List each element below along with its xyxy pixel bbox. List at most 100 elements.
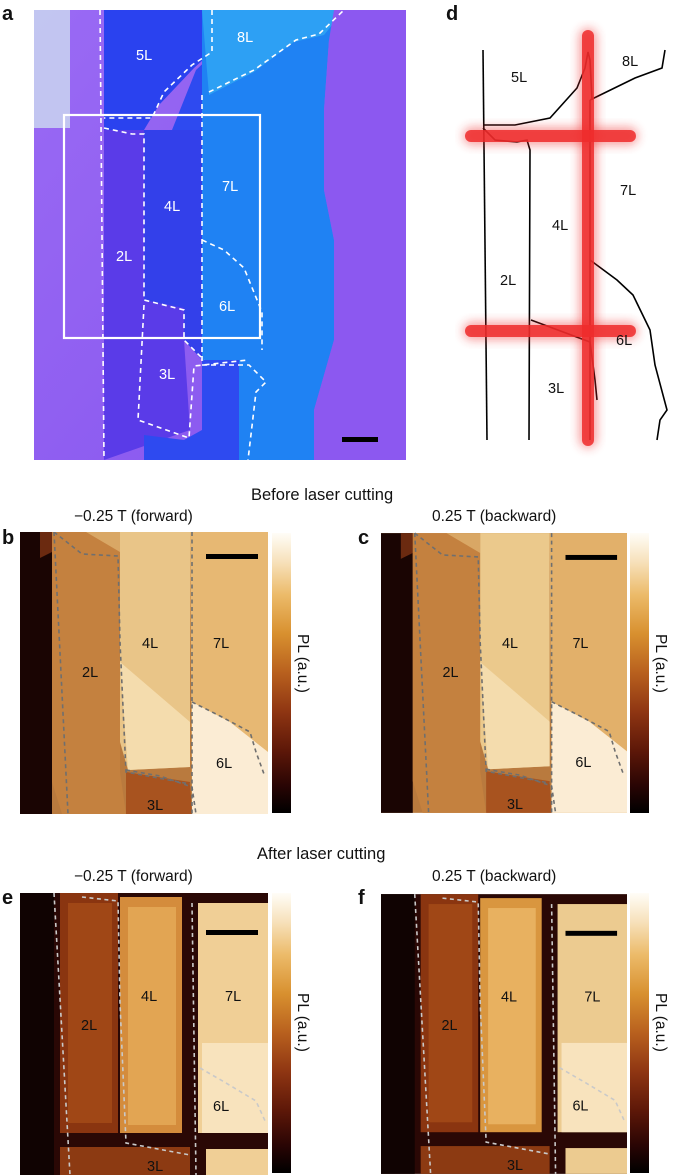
f-label-2l: 2L <box>442 1018 458 1034</box>
pl-dash-6l <box>551 701 624 774</box>
pl-dash-6l <box>559 1067 626 1123</box>
colorbar-f-label: PL (a.u.) <box>652 993 669 1052</box>
pl-dash-6l <box>199 1067 267 1124</box>
colorbar-c <box>630 533 649 813</box>
pl-dash-left <box>53 532 69 814</box>
light-flake-top-left <box>34 10 70 128</box>
pl-dash-6l <box>191 701 265 775</box>
pl-dash-left <box>413 894 432 1174</box>
label-5l: 5L <box>136 48 152 64</box>
schem-label-2l: 2L <box>500 273 516 289</box>
f-label-6l: 6L <box>572 1098 588 1114</box>
pl-dash-4l-7l <box>550 904 557 1174</box>
panel-label-e: e <box>2 887 14 909</box>
colorbar-b-label: PL (a.u.) <box>294 634 311 693</box>
label-2l: 2L <box>116 249 132 265</box>
e-label-3l: 3L <box>147 1159 163 1175</box>
region-2l <box>104 120 190 460</box>
laser-cut-vertical <box>582 30 594 446</box>
panel-label-a: a <box>2 3 14 25</box>
panel-f-title: 0.25 T (backward) <box>432 868 557 885</box>
pl-region-2l <box>412 533 487 813</box>
outline-left <box>482 49 488 441</box>
pl-map-after-backward: 4L 7L 2L 6L 3L <box>381 894 627 1174</box>
colorbar-b <box>272 533 291 813</box>
colorbar-c-label: PL (a.u.) <box>652 634 669 693</box>
e-label-6l: 6L <box>213 1099 229 1115</box>
colorbar-e-label: PL (a.u.) <box>294 993 311 1052</box>
c-label-6l: 6L <box>575 755 591 771</box>
schem-label-5l: 5L <box>511 70 527 86</box>
panel-e-title: −0.25 T (forward) <box>74 868 193 885</box>
pl-dash-2l-4l <box>414 532 550 784</box>
pl-region-2l-core <box>428 904 473 1123</box>
pl-edge-spot <box>40 532 52 558</box>
pl-region-5l <box>86 532 120 552</box>
pl-map-before-forward: 4L 7L 2L 6L 3L <box>20 532 268 814</box>
pl-region-2l-core <box>68 903 112 1123</box>
b-label-4l: 4L <box>142 636 158 652</box>
scale-bar-b <box>206 554 258 559</box>
panel-c-title: 0.25 T (backward) <box>432 508 557 525</box>
pl-edge-spot <box>400 533 413 559</box>
pl-region-4l-lower <box>120 662 190 770</box>
e-label-4l: 4L <box>141 989 157 1005</box>
panel-label-f: f <box>358 887 365 909</box>
optical-micrograph: 5L 8L 7L 4L 2L 6L 3L <box>34 10 406 460</box>
pl-region-6l <box>192 702 268 814</box>
label-7l: 7L <box>222 179 238 195</box>
region-5l <box>96 10 212 130</box>
outline-6l <box>589 259 668 441</box>
section-after-heading: After laser cutting <box>257 845 386 863</box>
panel-label-c: c <box>358 527 370 549</box>
outline-8l <box>589 49 666 101</box>
f-label-4l: 4L <box>501 989 517 1005</box>
f-label-7l: 7L <box>584 989 600 1005</box>
pl-region-6l <box>551 701 627 813</box>
label-6l: 6L <box>219 299 235 315</box>
boundary-left <box>99 10 105 460</box>
b-label-7l: 7L <box>213 636 229 652</box>
pl-region-4l-core <box>488 908 536 1125</box>
outline-5l <box>483 51 593 126</box>
pl-region-3l <box>486 771 552 813</box>
panel-b-title: −0.25 T (forward) <box>74 508 193 525</box>
pl-region-6l-bottom <box>206 1149 268 1175</box>
pl-dash-3l <box>125 769 197 814</box>
laser-cut-top <box>465 130 636 142</box>
colorbar-f <box>630 893 649 1173</box>
pl-region-3l <box>126 772 192 814</box>
label-4l: 4L <box>164 199 180 215</box>
roi-box <box>62 113 262 340</box>
scale-bar-a <box>342 437 378 442</box>
pl-substrate-dark <box>20 893 54 1175</box>
pl-dash-3l <box>486 768 557 813</box>
pl-substrate-dark <box>381 533 413 813</box>
section-before-heading: Before laser cutting <box>251 486 394 504</box>
schem-label-7l: 7L <box>620 183 636 199</box>
pl-dash-left <box>53 893 71 1175</box>
c-label-3l: 3L <box>507 797 523 813</box>
scale-bar-f <box>565 930 618 936</box>
pl-dash-2l-4l <box>53 532 191 785</box>
label-3l: 3L <box>159 367 175 383</box>
boundary-3l <box>137 304 249 440</box>
c-label-7l: 7L <box>572 636 588 652</box>
b-label-3l: 3L <box>147 798 163 814</box>
pl-substrate-dark <box>20 532 52 814</box>
boundary-4l-7l <box>201 95 268 460</box>
pl-map-after-forward: 4L 7L 2L 6L 3L <box>20 893 268 1175</box>
c-label-2l: 2L <box>443 665 459 681</box>
label-8l: 8L <box>237 30 253 46</box>
panel-label-d: d <box>446 3 459 25</box>
scale-bar-c <box>565 554 618 560</box>
e-label-2l: 2L <box>81 1018 97 1034</box>
pl-region-2l <box>52 532 126 814</box>
panel-label-b: b <box>2 527 15 549</box>
pl-substrate-dark <box>381 894 415 1174</box>
pl-region-6l-bottom <box>565 1148 627 1174</box>
boundary-6l <box>201 239 263 350</box>
pl-dash-2l-4l <box>81 896 191 1156</box>
b-label-2l: 2L <box>82 665 98 681</box>
substrate-right <box>314 10 406 460</box>
